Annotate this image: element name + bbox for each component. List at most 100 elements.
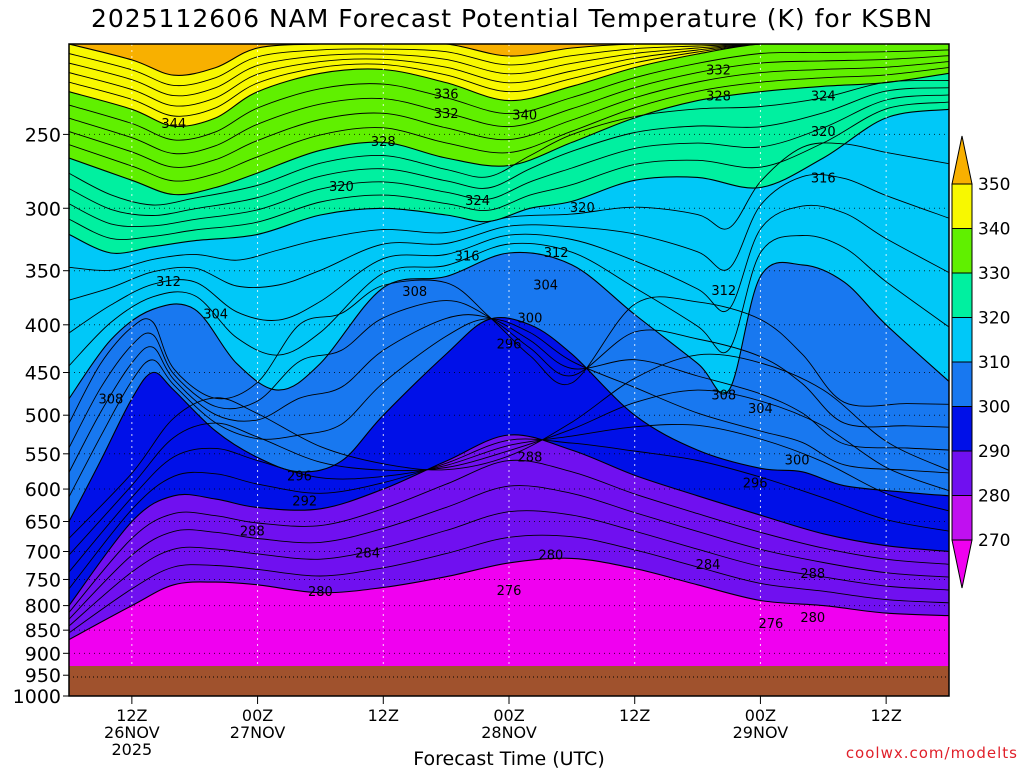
y-tick-label: 600	[25, 479, 61, 501]
isentrope-340	[69, 44, 949, 128]
band-above-330	[69, 44, 949, 195]
isentrope-minor	[69, 94, 949, 228]
contour-label: 296	[497, 338, 522, 353]
y-tick-label: 1000	[13, 686, 61, 708]
contour-label: 304	[203, 308, 228, 323]
contour-label: 308	[402, 285, 427, 300]
contour-label: 316	[455, 249, 480, 264]
contour-label: 336	[434, 88, 459, 103]
isentrope-minor	[69, 438, 949, 590]
source-credit: coolwx.com/modelts	[845, 744, 1018, 762]
isentrope-minor	[69, 389, 949, 556]
grid-lines	[69, 44, 949, 666]
colorbar-label: 350	[978, 175, 1010, 195]
y-tick-label: 350	[25, 261, 61, 283]
isentrope-320	[69, 108, 949, 254]
isentrope-minor	[69, 173, 949, 301]
y-tick-label: 700	[25, 542, 61, 564]
contour-label: 280	[538, 548, 563, 563]
colorbar-label: 280	[978, 487, 1010, 507]
contour-labels: 344 336 332 340 332 328 324 320 328 320 324 316 320 3…	[98, 64, 835, 632]
y-tick-label: 550	[25, 444, 61, 466]
contour-label: 288	[518, 451, 543, 466]
isentrope-290	[69, 434, 949, 606]
isentrope-minor	[69, 142, 949, 272]
contour-label: 312	[544, 246, 569, 261]
isentrope-330	[69, 72, 949, 196]
colorbar-swatch	[951, 406, 973, 452]
isentrope-lines	[69, 44, 949, 641]
x-tick-label: 12Z	[619, 706, 650, 725]
ground-surface	[69, 666, 949, 696]
isentrope-minor	[69, 79, 949, 206]
isentrope-minor	[69, 279, 949, 424]
colorbar-swatch	[951, 228, 973, 274]
contour-label: 292	[292, 494, 317, 509]
y-axis: 2503003504004505005506006507007508008509…	[13, 124, 69, 708]
contour-label: 280	[308, 585, 333, 600]
contour-label: 296	[287, 469, 312, 484]
contour-label: 332	[706, 64, 731, 79]
x-tick-label: 00Z	[493, 706, 524, 725]
isentrope-minor	[69, 423, 949, 573]
contour-label: 300	[785, 454, 810, 469]
isentrope-minor	[69, 204, 949, 334]
contour-label: 320	[811, 125, 836, 140]
isentrope-280	[69, 557, 949, 641]
isentrope-350	[69, 44, 949, 76]
x-axis-label: Forecast Time (UTC)	[413, 748, 604, 768]
y-tick-label: 850	[25, 620, 61, 642]
isentrope-minor	[69, 234, 949, 367]
x-tick-label: 28NOV	[481, 723, 537, 742]
colorbar-top-arrow	[951, 135, 973, 185]
isentrope-minor	[69, 55, 949, 155]
contour-label: 312	[711, 284, 736, 299]
isentrope-minor	[69, 44, 949, 87]
x-tick-label: 27NOV	[230, 723, 286, 742]
colorbar-swatch	[951, 272, 973, 318]
y-tick-label: 750	[25, 569, 61, 591]
colorbar-label: 310	[978, 353, 1010, 373]
contour-label: 284	[696, 558, 721, 573]
contour-label: 328	[371, 135, 396, 150]
colorbar-swatch	[951, 317, 973, 363]
colorbar-label: 290	[978, 442, 1010, 462]
isentrope-minor	[69, 44, 949, 117]
isentrope-310	[69, 251, 949, 400]
isentrope-minor	[69, 66, 949, 182]
isentrope-minor	[69, 44, 949, 97]
x-tick-label: 12Z	[870, 706, 901, 725]
y-tick-label: 950	[25, 665, 61, 687]
colorbar-swatch	[951, 450, 973, 496]
isentrope-minor	[69, 353, 949, 539]
y-tick-label: 400	[25, 315, 61, 337]
contour-label: 328	[706, 89, 731, 104]
colorbar-legend: 350 340 330 320 310 300 290 280 270	[951, 135, 1010, 589]
contour-label: 304	[533, 278, 558, 293]
x-tick-label: 12Z	[368, 706, 399, 725]
isentrope-minor	[69, 101, 949, 240]
contour-label: 324	[465, 194, 490, 209]
y-tick-label: 300	[25, 198, 61, 220]
isentrope-minor	[69, 44, 949, 107]
contour-label: 344	[161, 117, 186, 132]
contour-label: 324	[811, 89, 836, 104]
contour-label: 296	[743, 476, 768, 491]
band-above-340	[69, 44, 949, 127]
contour-label: 304	[748, 402, 773, 417]
contour-label: 340	[512, 108, 537, 123]
isentrope-minor	[69, 300, 949, 449]
contour-label: 316	[811, 171, 836, 186]
isentrope-minor	[69, 318, 949, 498]
y-tick-label: 800	[25, 596, 61, 618]
x-tick-label: 26NOV	[104, 723, 160, 742]
contour-label: 276	[758, 617, 783, 632]
isentrope-minor	[69, 534, 949, 634]
isentrope-minor	[69, 459, 949, 613]
x-tick-label: 2025	[111, 740, 152, 759]
contour-label: 308	[98, 393, 123, 408]
contour-label: 288	[800, 567, 825, 582]
colorbar-swatch	[951, 361, 973, 407]
y-tick-label: 650	[25, 511, 61, 533]
isentrope-300	[69, 317, 949, 522]
